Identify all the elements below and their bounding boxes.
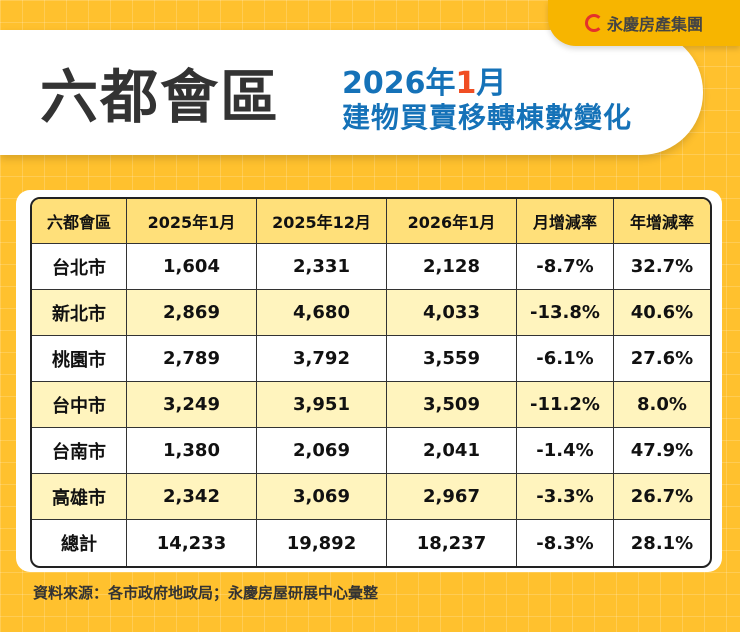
data-table: 六都會區 2025年1月 2025年12月 2026年1月 月增減率 年增減率 台北市 1,…	[30, 197, 712, 568]
column-header: 月增減率	[517, 199, 614, 244]
logo-icon	[584, 14, 603, 32]
value-cell: -6.1%	[517, 336, 614, 382]
table-row: 台南市 1,380 2,069 2,041 -1.4% 47.9%	[32, 428, 710, 474]
value-cell: 8.0%	[614, 382, 710, 428]
value-cell: -13.8%	[517, 290, 614, 336]
value-cell: 3,509	[387, 382, 517, 428]
value-cell: 28.1%	[630, 532, 694, 554]
region-cell: 桃園市	[32, 336, 127, 382]
value-cell: -1.4%	[517, 428, 614, 474]
value-cell: 19,892	[257, 520, 387, 566]
value-cell: 2,331	[257, 244, 387, 290]
value-cell: 2,128	[387, 244, 517, 290]
page-title: 六都會區	[40, 63, 281, 131]
column-header: 年增減率	[614, 199, 710, 244]
logo-text: 永慶房產集團	[606, 15, 703, 34]
value-cell: 1,380	[127, 428, 257, 474]
column-header: 2025年1月	[127, 199, 257, 244]
value-cell: -8.3%	[517, 520, 614, 566]
subtitle: 建物買賣移轉棟數變化	[342, 101, 633, 134]
value-cell: 3,069	[257, 474, 387, 520]
value-cell: 18,237	[387, 520, 517, 566]
table-row: 台北市 1,604 2,331 2,128 -8.7% 32.7%	[32, 244, 710, 290]
value-cell: 4,033	[387, 290, 517, 336]
title-banner	[0, 30, 703, 155]
table-row: 總計 14,233 19,892 18,237 -8.3% 28.1%	[32, 520, 710, 566]
region-cell: 高雄市	[32, 474, 127, 520]
value-cell: 27.6%	[614, 336, 710, 382]
value-cell: -11.2%	[517, 382, 614, 428]
subtitle-year: 2026年	[342, 66, 456, 101]
column-header: 2025年12月	[257, 199, 387, 244]
value-cell: 2,789	[127, 336, 257, 382]
value-cell: 14,233	[127, 520, 257, 566]
value-cell: 1,604	[127, 244, 257, 290]
table-row: 台中市 3,249 3,951 3,509 -11.2% 8.0%	[32, 382, 710, 428]
column-header: 2026年1月	[387, 199, 517, 244]
value-cell: 3,249	[127, 382, 257, 428]
value-cell: 3,951	[257, 382, 387, 428]
value-cell: 4,680	[257, 290, 387, 336]
value-cell: 2,342	[127, 474, 257, 520]
value-cell: 2,967	[387, 474, 517, 520]
value-cell: 26.7%	[614, 474, 710, 520]
value-cell: 32.7%	[614, 244, 710, 290]
column-header: 六都會區	[32, 199, 127, 244]
table-row: 新北市 2,869 4,680 4,033 -13.8% 40.6%	[32, 290, 710, 336]
region-cell: 新北市	[32, 290, 127, 336]
table-row: 桃園市 2,789 3,792 3,559 -6.1% 27.6%	[32, 336, 710, 382]
subtitle-date: 2026年1月	[342, 58, 506, 102]
value-cell: -3.3%	[517, 474, 614, 520]
region-cell: 台中市	[32, 382, 127, 428]
value-cell: 2,041	[387, 428, 517, 474]
region-cell: 台南市	[32, 428, 127, 474]
value-cell: 3,559	[387, 336, 517, 382]
region-cell: 台北市	[32, 244, 127, 290]
region-cell: 總計	[32, 520, 127, 566]
value-cell: 2,069	[257, 428, 387, 474]
value-cell: 2,869	[127, 290, 257, 336]
value-cell: 3,792	[257, 336, 387, 382]
table-header-row: 六都會區 2025年1月 2025年12月 2026年1月 月增減率 年增減率	[32, 199, 710, 244]
source-note: 資料來源：各市政府地政局；永慶房屋研展中心彙整	[33, 584, 379, 602]
value-cell: 40.6%	[614, 290, 710, 336]
table-row: 高雄市 2,342 3,069 2,967 -3.3% 26.7%	[32, 474, 710, 520]
subtitle-month: 1	[455, 66, 477, 101]
value-cell: -8.7%	[517, 244, 614, 290]
subtitle-month-suffix: 月	[476, 66, 507, 101]
brand-logo: 永慶房產集團	[548, 0, 740, 46]
value-cell: 47.9%	[614, 428, 710, 474]
